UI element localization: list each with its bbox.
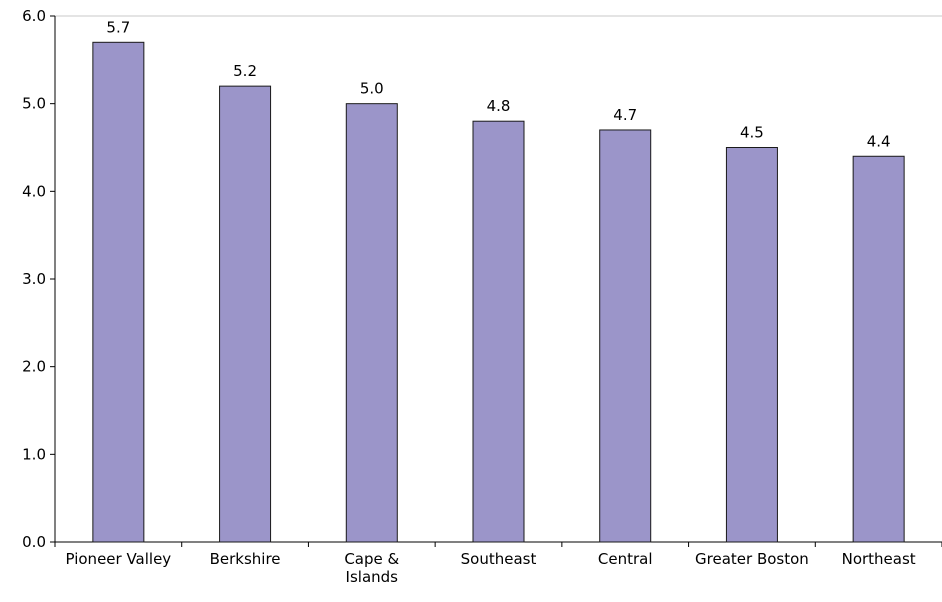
y-tick-label: 0.0	[22, 533, 46, 551]
y-tick-label: 5.0	[22, 95, 46, 113]
x-category-label: Northeast	[842, 550, 916, 568]
x-category-label: Pioneer Valley	[66, 550, 172, 568]
bars	[92, 41, 905, 543]
bar	[599, 129, 652, 543]
bar-value-label: 5.0	[360, 80, 384, 98]
x-category-label: Southeast	[461, 550, 537, 568]
bar-value-label: 4.8	[487, 97, 511, 115]
x-category-label: Central	[598, 550, 653, 568]
y-tick-label: 3.0	[22, 270, 46, 288]
y-tick-label: 6.0	[22, 7, 46, 25]
bar-value-label: 5.2	[233, 62, 257, 80]
bar	[852, 155, 905, 543]
bar	[219, 85, 272, 543]
y-axis: 0.0 1.0 2.0 3.0 4.0 5.0 6.0	[22, 7, 56, 551]
y-tick-label: 4.0	[22, 182, 46, 200]
x-category-label: Cape & Islands	[344, 550, 399, 586]
bar	[472, 120, 525, 543]
x-category-label: Greater Boston	[695, 550, 809, 568]
bar-value-label: 4.7	[613, 106, 637, 124]
bar-value-label: 5.7	[106, 18, 130, 36]
bar-value-label: 4.5	[740, 124, 764, 142]
bar-value-label: 4.4	[867, 132, 891, 150]
bar	[92, 41, 145, 543]
y-tick-label: 1.0	[22, 445, 46, 463]
bar	[345, 103, 398, 543]
x-category-label: Berkshire	[210, 550, 281, 568]
bar	[725, 147, 778, 543]
data-labels: 5.7 5.2 5.0 4.8 4.7 4.5 4.4	[106, 18, 890, 150]
x-axis: Pioneer Valley Berkshire Cape & Islands Sout…	[54, 541, 942, 586]
y-tick-label: 2.0	[22, 358, 46, 376]
